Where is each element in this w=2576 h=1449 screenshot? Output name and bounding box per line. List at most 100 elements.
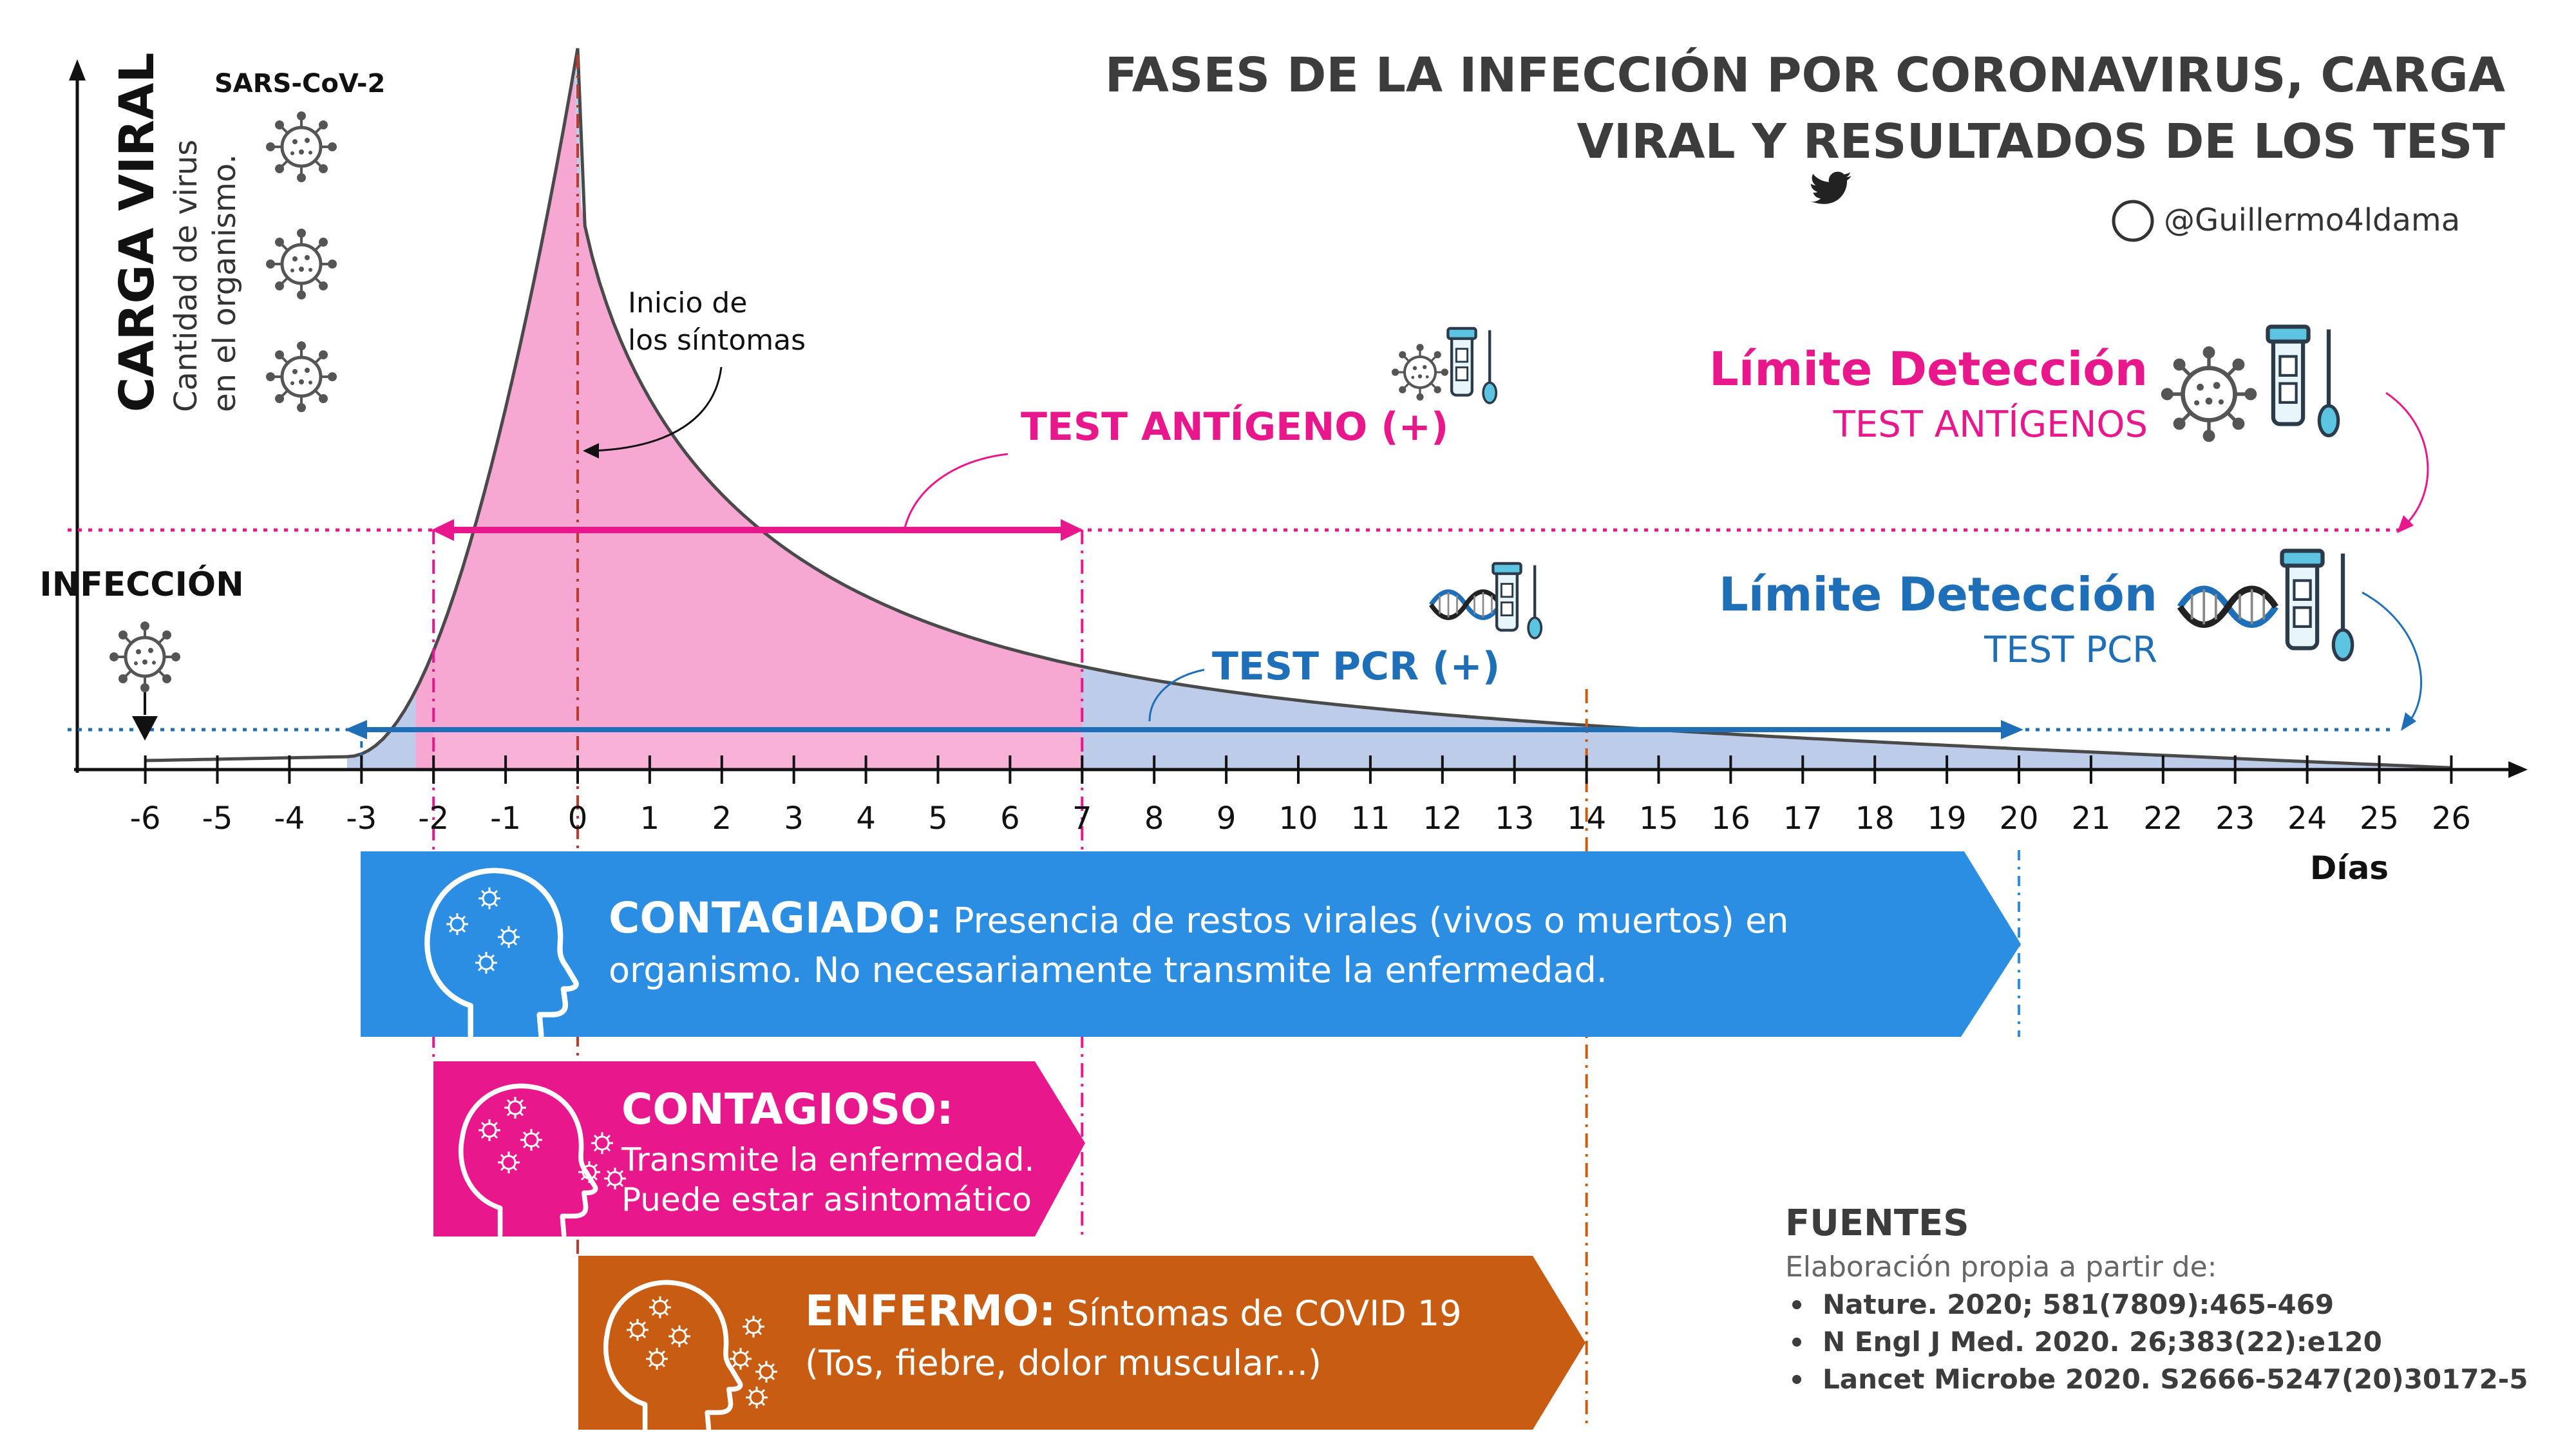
antigen-limit-pointer [2385,392,2429,526]
x-axis-unit-label: Días [2310,849,2389,887]
enfermo-title: ENFERMO: [805,1286,1056,1336]
contagious-window-area [433,730,1083,768]
test-antigen-label: TEST ANTÍGENO (+) [1021,403,1448,450]
source-item: Nature. 2020; 581(7809):465-469 [1823,1289,2334,1320]
y-axis-subtitle-1: Cantidad de virus [168,140,204,412]
source-item: N Engl J Med. 2020. 26;383(22):e120 [1823,1326,2382,1358]
symptom-onset-label-1: Inicio de [628,287,747,319]
pcr-limit-subtitle: TEST PCR [1984,629,2157,671]
x-tick-label: 9 [1217,800,1236,837]
test-pcr-pointer [1148,668,1205,722]
pcr-limit-pointer [2362,591,2422,723]
symptom-onset-arrowhead [583,443,599,459]
y-axis-title: CARGA VIRAL [109,52,165,412]
x-tick-label: 17 [1783,800,1823,837]
x-tick-label: -4 [274,800,305,837]
virus-icon [2163,348,2255,440]
enfermo-bar [578,1256,1586,1430]
contagioso-desc-1: Transmite la enfermedad. [621,1141,1034,1179]
source-item: Lancet Microbe 2020. S2666-5247(20)30172… [1823,1363,2528,1395]
enfermo-desc-2: (Tos, fiebre, dolor muscular...) [805,1343,1321,1383]
x-tick-label: 10 [1278,800,1318,837]
x-tick-label: 1 [640,800,660,837]
x-tick-label: 20 [1999,800,2038,837]
x-tick-label: 16 [1711,800,1750,837]
x-tick-label: 21 [2071,800,2110,837]
sources-list: Nature. 2020; 581(7809):465-469 N Engl J … [1792,1289,2528,1395]
x-tick-label: 22 [2143,800,2183,837]
x-tick-label: -5 [202,800,233,837]
virus-icon [267,113,336,181]
contagioso-desc-2: Puede estar asintomático [621,1181,1032,1218]
test-tube-icon [1493,564,1541,638]
antigen-limit-arrowhead [2397,515,2414,533]
x-tick-label: -6 [130,800,161,837]
virus-label: SARS-CoV-2 [214,69,385,99]
x-tick-label: 8 [1144,800,1164,837]
symptom-onset-pointer [593,366,723,452]
test-tube-icon [1448,328,1496,403]
x-tick-label: 0 [568,800,588,837]
enfermo-desc-1: Síntomas de COVID 19 [1056,1293,1462,1334]
test-pcr-label: TEST PCR (+) [1212,644,1500,689]
x-axis-ticks: -6 -5 -4 -3 -2 -1 0 1 2 3 4 5 6 7 8 9 10 11 12 13 14 15 16 17 18… [130,755,2471,837]
x-tick-label: 4 [856,800,876,837]
x-axis [74,761,2528,778]
antigen-positive-area [415,69,1083,769]
antigen-limit-subtitle: TEST ANTÍGENOS [1833,403,2148,446]
x-tick-label: 24 [2287,800,2327,837]
x-tick-label: -1 [490,800,521,837]
test-antigen-pointer [904,453,1009,529]
x-tick-label: 19 [1927,800,1967,837]
y-axis [69,59,86,773]
contagiado-text-line-1: CONTAGIADO: Presencia de restos virales … [609,893,1789,943]
x-tick-label: 2 [712,800,732,837]
x-tick-label: 3 [784,800,804,837]
test-tube-icon [2282,551,2353,659]
test-tube-icon [2268,327,2338,435]
contagioso-bar [433,1061,1085,1236]
x-tick-label: 26 [2432,800,2471,837]
contagiado-bar [361,851,2021,1037]
x-tick-label: 14 [1567,800,1606,837]
x-tick-label: 13 [1495,800,1534,837]
x-tick-label: 5 [928,800,948,837]
twitter-handle[interactable]: @Guillermo4ldama [2164,202,2460,238]
x-tick-label: 18 [1855,800,1895,837]
twitter-bird-icon [1810,171,2154,242]
enfermo-text-line-1: ENFERMO: Síntomas de COVID 19 [805,1286,1462,1336]
antigen-range-arrow [431,519,1083,541]
contagiado-title: CONTAGIADO: [609,893,942,943]
sources-intro: Elaboración propia a partir de: [1785,1251,2217,1283]
dna-icon [1431,592,1501,618]
x-tick-label: -2 [418,800,449,837]
contagiado-text-line-2: organismo. No necesariamente transmite l… [609,950,1607,990]
symptom-onset-label-2: los síntomas [628,324,806,357]
antigen-limit-title: Límite Detección [1709,342,2148,396]
virus-icon [1393,345,1448,400]
x-tick-label: 12 [1423,800,1462,837]
pcr-limit-arrowhead [2401,712,2416,731]
x-tick-label: 25 [2360,800,2399,837]
virus-icon [267,343,336,411]
sources-title: FUENTES [1785,1202,1969,1244]
phase-guide-lines [360,55,2020,1430]
dna-icon [2180,589,2276,625]
virus-icon [111,623,179,691]
x-tick-label: 15 [1639,800,1678,837]
title-line-2: VIRAL Y RESULTADOS DE LOS TEST [1577,114,2505,169]
infection-pointer-arrow [132,692,158,741]
infection-label: INFECCIÓN [39,564,243,604]
x-tick-label: 23 [2215,800,2255,837]
virus-icon [267,230,336,298]
title-line-1: FASES DE LA INFECCIÓN POR CORONAVIRUS, C… [1105,46,2505,103]
contagioso-title: CONTAGIOSO: [621,1084,954,1134]
x-tick-label: 6 [1000,800,1020,837]
viral-load-curve [145,48,2452,770]
x-tick-label: 11 [1350,800,1390,837]
x-tick-label: 7 [1072,800,1092,837]
x-tick-label: -3 [346,800,377,837]
y-axis-subtitle-2: en el organismo. [207,154,243,412]
bullet [1792,1300,1801,1309]
